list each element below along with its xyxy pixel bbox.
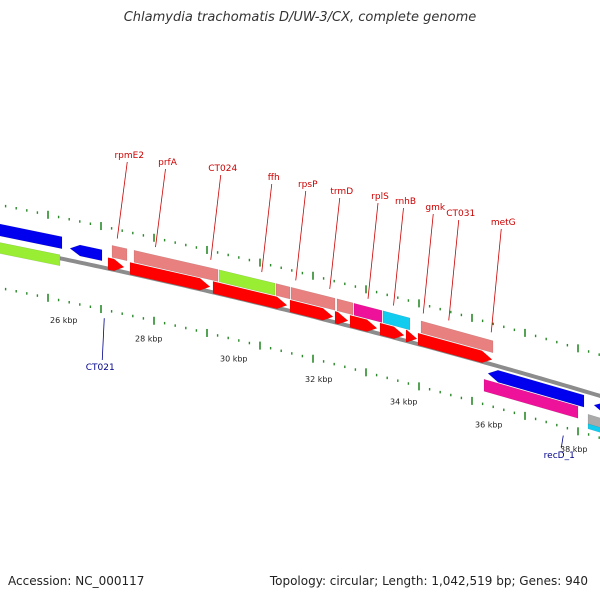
gene-label-top: ffh: [268, 173, 280, 183]
scale-label: 30 kbp: [220, 354, 248, 363]
gene-label-top: CT031: [446, 209, 475, 219]
cds-plus-arrow: [405, 329, 418, 343]
scale-label: 34 kbp: [390, 397, 418, 406]
cds-plus-arrow: [379, 322, 405, 339]
cds-plus-arrow: [334, 310, 349, 325]
gene-leader-line: [261, 183, 273, 273]
cds-plus-arrow: [349, 314, 378, 332]
gene-leader-line: [448, 219, 460, 321]
gene-leader-line: [155, 168, 166, 248]
minus-gene-block: [587, 423, 600, 433]
gene-block: [420, 320, 494, 354]
gene-leader-line: [329, 197, 341, 290]
gene-leader-line: [560, 435, 564, 449]
cds-plus-arrow: [212, 281, 288, 310]
gene-block: [275, 283, 291, 300]
minus-cds-arrow: [487, 369, 585, 408]
minus-gene-block: [0, 223, 63, 250]
scale-label: 38 kbp: [560, 445, 588, 454]
cds-plus-arrow: [129, 262, 211, 291]
gene-block: [382, 310, 411, 331]
gene-leader-line: [295, 190, 307, 281]
minus-cds-arrow: [593, 403, 600, 411]
gene-block: [290, 286, 336, 311]
gene-label-top: rpsP: [298, 180, 318, 190]
gene-label-top: trmD: [330, 187, 353, 197]
cds-plus-arrow: [417, 332, 493, 363]
gene-leader-line: [101, 318, 105, 361]
genome-summary-text: Topology: circular; Length: 1,042,519 bp…: [269, 574, 588, 588]
gene-leader-line: [210, 174, 222, 260]
gene-block: [218, 269, 276, 296]
cds-plus-arrow: [107, 257, 125, 272]
gene-label-top: CT024: [208, 164, 237, 174]
gene-label-bottom: recD_1: [544, 451, 575, 461]
cds-plus-arrow: [289, 299, 334, 321]
scale-label: 28 kbp: [135, 335, 163, 344]
gene-block: [353, 302, 383, 323]
gene-label-bottom: CT021: [86, 363, 115, 373]
scale-label: 36 kbp: [475, 421, 503, 430]
gene-leader-line: [490, 228, 502, 333]
minus-gene-block: [587, 413, 600, 429]
gene-label-top: prfA: [158, 158, 178, 168]
gene-label-top: gmk: [425, 203, 445, 213]
gene-block: [336, 298, 354, 316]
accession-text: Accession: NC_000117: [8, 574, 145, 588]
scale-label: 32 kbp: [305, 375, 333, 384]
minus-gene-block: [0, 242, 61, 267]
gene-leader-line: [116, 161, 128, 239]
map-title: Chlamydia trachomatis D/UW-3/CX, complet…: [123, 10, 477, 25]
scale-label: 26 kbp: [50, 316, 78, 325]
gene-label-top: rpmE2: [114, 151, 144, 161]
gene-leader-line: [367, 202, 379, 299]
minus-cds-arrow: [69, 244, 103, 262]
gene-block: [111, 245, 128, 262]
gene-block: [133, 249, 219, 282]
gene-label-top: rplS: [371, 192, 389, 202]
gene-label-top: metG: [491, 218, 516, 228]
gene-leader-line: [422, 213, 434, 314]
minus-gene-block: [483, 378, 579, 419]
gene-label-top: rnhB: [395, 197, 416, 207]
gene-leader-line: [393, 207, 404, 306]
